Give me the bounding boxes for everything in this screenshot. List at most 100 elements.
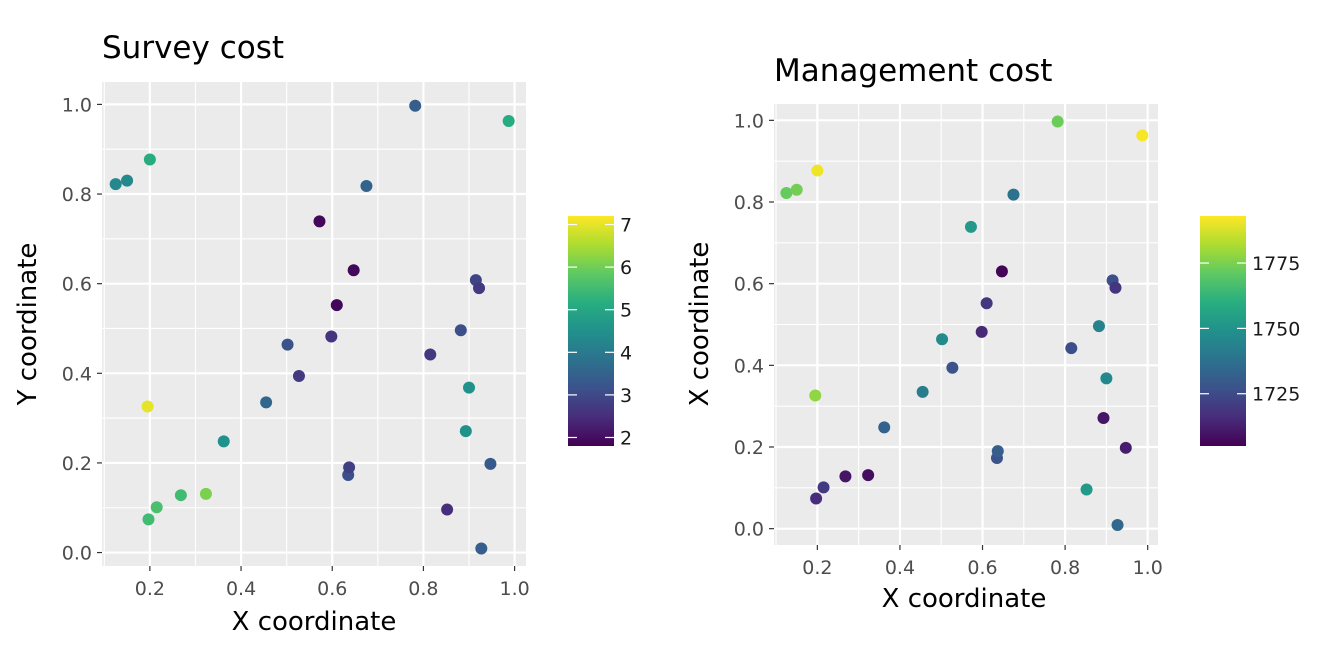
data-point (292, 369, 305, 382)
y-tick-label: 0.4 (734, 355, 764, 377)
data-point (150, 501, 163, 514)
data-point (946, 361, 959, 374)
management-cost-plot: Management cost 0.2 0.4 0.6 0.8 1.0 0.0 … (685, 53, 1300, 614)
data-point (1080, 483, 1093, 496)
data-point (780, 187, 793, 200)
survey-cost-x-axis: 0.2 0.4 0.6 0.8 1.0 (135, 566, 530, 600)
data-point (1109, 281, 1122, 294)
data-point (975, 325, 988, 338)
management-cost-y-axis: 0.0 0.2 0.4 0.6 0.8 1.0 (734, 110, 774, 541)
y-tick-label: 0.0 (62, 543, 92, 565)
data-point (995, 265, 1008, 278)
colorbar-tick-label: 3 (620, 385, 632, 407)
survey-cost-points (109, 99, 515, 555)
data-point (964, 220, 977, 233)
x-tick-label: 0.6 (317, 578, 347, 600)
survey-cost-x-axis-title: X coordinate (232, 607, 397, 637)
data-point (1065, 342, 1078, 355)
data-point (1119, 441, 1132, 454)
x-tick-label: 0.2 (135, 578, 165, 600)
x-tick-label: 0.8 (408, 578, 438, 600)
survey-cost-plot: Survey cost 0.2 0.4 0.6 0.8 1.0 0.0 0.2 … (13, 30, 632, 637)
y-tick-label: 0.2 (734, 437, 764, 459)
data-point (809, 389, 822, 402)
data-point (1111, 518, 1124, 531)
survey-cost-y-axis-title: Y coordinate (13, 243, 43, 407)
data-point (1007, 188, 1020, 201)
data-point (1092, 320, 1105, 333)
data-point (463, 381, 476, 394)
colorbar-tick-label: 5 (620, 300, 632, 322)
data-point (817, 481, 830, 494)
data-point (1100, 372, 1113, 385)
management-cost-x-axis-title: X coordinate (882, 584, 1047, 614)
survey-cost-title: Survey cost (102, 30, 284, 66)
management-cost-x-axis: 0.2 0.4 0.6 0.8 1.0 (802, 545, 1163, 579)
data-point (991, 445, 1004, 458)
data-point (199, 487, 212, 500)
x-tick-label: 0.6 (967, 557, 997, 579)
colorbar-tick-label: 1775 (1252, 253, 1300, 275)
data-point (330, 299, 343, 312)
management-cost-y-axis-title: X coordinate (685, 242, 715, 407)
data-point (409, 99, 422, 112)
data-point (862, 469, 875, 482)
data-point (360, 179, 373, 192)
data-point (810, 492, 823, 505)
data-point (459, 425, 472, 438)
data-point (790, 183, 803, 196)
data-point (936, 333, 949, 346)
data-point (174, 489, 187, 502)
data-point (143, 153, 156, 166)
data-point (1097, 412, 1110, 425)
x-tick-label: 1.0 (499, 578, 529, 600)
y-tick-label: 0.6 (734, 274, 764, 296)
survey-cost-y-axis: 0.0 0.2 0.4 0.6 0.8 1.0 (62, 94, 102, 565)
data-point (484, 457, 497, 470)
data-point (260, 396, 273, 409)
data-point (502, 114, 515, 127)
survey-cost-colorbar: 2 3 4 5 6 7 (568, 215, 632, 449)
y-tick-label: 0.4 (62, 363, 92, 385)
y-tick-label: 0.2 (62, 453, 92, 475)
x-tick-label: 0.2 (802, 557, 832, 579)
data-point (473, 282, 486, 295)
x-tick-label: 1.0 (1133, 557, 1163, 579)
data-point (424, 348, 437, 361)
data-point (1136, 129, 1149, 142)
data-point (441, 503, 454, 516)
management-cost-colorbar: 1725 1750 1775 (1200, 216, 1300, 446)
management-cost-grid (774, 104, 1158, 545)
data-point (878, 421, 891, 434)
y-tick-label: 0.0 (734, 519, 764, 541)
colorbar-tick-label: 6 (620, 257, 632, 279)
data-point (142, 513, 155, 526)
y-tick-label: 0.8 (62, 184, 92, 206)
data-point (839, 470, 852, 483)
data-point (109, 178, 122, 191)
data-point (121, 174, 134, 187)
data-point (217, 435, 230, 448)
data-point (281, 338, 294, 351)
colorbar-tick-label: 4 (620, 342, 632, 364)
y-tick-label: 1.0 (734, 110, 764, 132)
data-point (980, 297, 993, 310)
management-cost-points (780, 115, 1149, 531)
colorbar-gradient (568, 216, 614, 446)
data-point (475, 542, 488, 555)
data-point (347, 264, 360, 277)
data-point (1051, 115, 1064, 128)
data-point (811, 164, 824, 177)
colorbar-tick-label: 2 (620, 427, 632, 449)
survey-cost-panel (102, 82, 526, 566)
y-tick-label: 0.6 (62, 274, 92, 296)
data-point (916, 385, 929, 398)
management-cost-title: Management cost (774, 53, 1052, 89)
colorbar-tick-label: 1750 (1252, 318, 1300, 340)
data-point (141, 400, 154, 413)
x-tick-label: 0.8 (1050, 557, 1080, 579)
colorbar-tick-label: 1725 (1252, 384, 1300, 406)
data-point (313, 215, 326, 228)
data-point (325, 330, 338, 343)
